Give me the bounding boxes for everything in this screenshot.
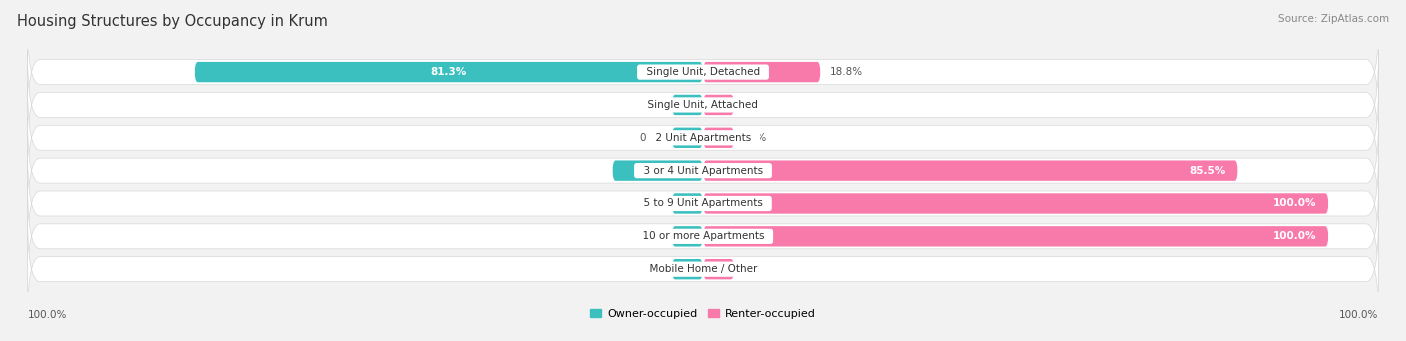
Text: 2 Unit Apartments: 2 Unit Apartments [648, 133, 758, 143]
FancyBboxPatch shape [28, 85, 1378, 191]
Text: Source: ZipAtlas.com: Source: ZipAtlas.com [1278, 14, 1389, 24]
FancyBboxPatch shape [28, 117, 1378, 224]
Text: 100.0%: 100.0% [1272, 198, 1316, 208]
FancyBboxPatch shape [703, 193, 1329, 214]
FancyBboxPatch shape [703, 62, 821, 82]
Text: 18.8%: 18.8% [830, 67, 863, 77]
Text: 0.0%: 0.0% [741, 264, 766, 274]
FancyBboxPatch shape [672, 128, 703, 148]
Text: 85.5%: 85.5% [1189, 166, 1225, 176]
Text: 3 or 4 Unit Apartments: 3 or 4 Unit Apartments [637, 166, 769, 176]
Text: Single Unit, Attached: Single Unit, Attached [641, 100, 765, 110]
FancyBboxPatch shape [28, 52, 1378, 158]
Text: 0.0%: 0.0% [741, 133, 766, 143]
Text: 100.0%: 100.0% [1272, 231, 1316, 241]
FancyBboxPatch shape [703, 161, 1237, 181]
FancyBboxPatch shape [703, 128, 734, 148]
Text: 0.0%: 0.0% [640, 264, 665, 274]
FancyBboxPatch shape [672, 193, 703, 214]
Text: 100.0%: 100.0% [1339, 310, 1378, 320]
Text: 5 to 9 Unit Apartments: 5 to 9 Unit Apartments [637, 198, 769, 208]
Text: 10 or more Apartments: 10 or more Apartments [636, 231, 770, 241]
FancyBboxPatch shape [703, 259, 734, 279]
Legend: Owner-occupied, Renter-occupied: Owner-occupied, Renter-occupied [586, 304, 820, 323]
Text: 0.0%: 0.0% [741, 100, 766, 110]
Text: 0.0%: 0.0% [640, 100, 665, 110]
Text: Single Unit, Detached: Single Unit, Detached [640, 67, 766, 77]
Text: Housing Structures by Occupancy in Krum: Housing Structures by Occupancy in Krum [17, 14, 328, 29]
Text: 0.0%: 0.0% [640, 133, 665, 143]
Text: 0.0%: 0.0% [640, 198, 665, 208]
FancyBboxPatch shape [28, 150, 1378, 257]
FancyBboxPatch shape [703, 226, 1329, 247]
FancyBboxPatch shape [703, 95, 734, 115]
Text: 14.5%: 14.5% [640, 166, 676, 176]
Text: 100.0%: 100.0% [28, 310, 67, 320]
FancyBboxPatch shape [194, 62, 703, 82]
FancyBboxPatch shape [28, 216, 1378, 322]
FancyBboxPatch shape [28, 19, 1378, 125]
Text: 81.3%: 81.3% [430, 67, 467, 77]
FancyBboxPatch shape [672, 226, 703, 247]
FancyBboxPatch shape [612, 161, 703, 181]
FancyBboxPatch shape [28, 183, 1378, 290]
Text: Mobile Home / Other: Mobile Home / Other [643, 264, 763, 274]
FancyBboxPatch shape [672, 259, 703, 279]
Text: 0.0%: 0.0% [640, 231, 665, 241]
FancyBboxPatch shape [672, 95, 703, 115]
